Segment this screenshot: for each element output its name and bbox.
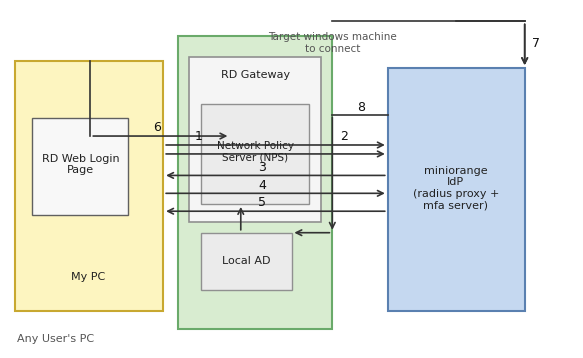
Text: 6: 6 (153, 121, 161, 134)
Text: 2: 2 (340, 130, 348, 143)
Text: Local AD: Local AD (222, 256, 271, 266)
Bar (189, 57, 321, 222)
Text: miniorange
IdP
(radius proxy +
mfa server): miniorange IdP (radius proxy + mfa serve… (413, 165, 499, 211)
Text: 8: 8 (357, 101, 366, 114)
Text: 7: 7 (532, 37, 540, 50)
Text: Target windows machine
to connect: Target windows machine to connect (268, 32, 396, 54)
Text: Network Policy
Server (NPS): Network Policy Server (NPS) (217, 141, 294, 163)
Text: 1: 1 (194, 130, 202, 143)
Bar (201, 233, 292, 290)
Text: Any User's PC: Any User's PC (17, 334, 94, 344)
Bar (388, 68, 525, 311)
Bar (201, 104, 309, 204)
Text: 5: 5 (258, 197, 266, 209)
Text: 3: 3 (258, 161, 266, 174)
Bar (178, 36, 332, 329)
Text: My PC: My PC (72, 272, 106, 282)
Text: RD Web Login
Page: RD Web Login Page (41, 154, 120, 175)
Bar (32, 118, 128, 215)
Text: 4: 4 (258, 179, 266, 192)
Text: RD Gateway: RD Gateway (221, 70, 290, 80)
Bar (15, 61, 163, 311)
